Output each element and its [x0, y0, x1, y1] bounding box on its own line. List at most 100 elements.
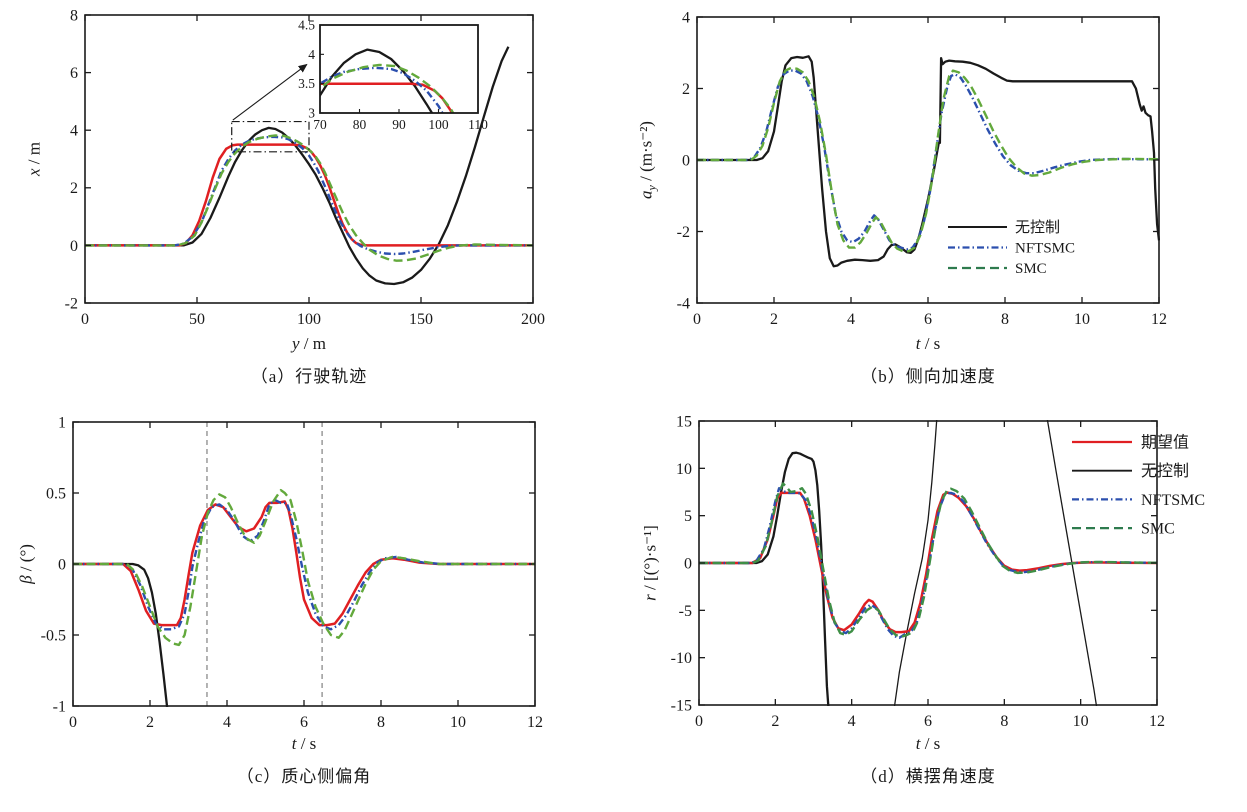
- x-tick-label: 12: [1151, 311, 1167, 328]
- x-tick-label: 6: [924, 713, 932, 730]
- x-tick-label: 50: [189, 311, 205, 328]
- panel-c: 0 2 4 6 8 10 12 -1 -0.5 0 0.5 1: [41, 414, 543, 731]
- xlabel-a-var: y: [292, 334, 300, 353]
- x-tick-label: 100: [297, 311, 321, 328]
- xlabel-b-unit: / s: [920, 334, 941, 353]
- x-tick-label: 8: [1001, 311, 1009, 328]
- inset-y-tick-label: 3.5: [298, 76, 315, 91]
- xlabel-a: y / m: [85, 334, 533, 354]
- y-tick-label: 5: [684, 508, 692, 525]
- y-tick-label: -5: [679, 603, 692, 620]
- x-tick-label: 200: [521, 311, 545, 328]
- curve-nftsmc: [697, 69, 1160, 251]
- y-tick-label: -2: [65, 295, 78, 312]
- xlabel-c-unit: / s: [296, 734, 317, 753]
- y-tick-label: 1: [58, 414, 66, 431]
- y-tick-label: -0.5: [41, 627, 66, 644]
- inset-x-tick-label: 80: [353, 117, 367, 132]
- x-tick-label: 10: [450, 714, 466, 731]
- legend-b: 无控制 NFTSMC SMC: [948, 219, 1075, 277]
- ylabel-d: r / [(°)·s⁻¹]: [640, 525, 663, 601]
- curve-no_control_3: [1046, 420, 1098, 706]
- x-tick-label: 12: [527, 714, 543, 731]
- legend-item-label: 无控制: [1015, 219, 1060, 236]
- legend-item-label: NFTSMC: [1015, 241, 1075, 257]
- ylabel-d-unit: / [(°)·s⁻¹]: [640, 525, 660, 595]
- xlabel-d: t / s: [699, 734, 1157, 754]
- x-tick-label: 8: [1000, 713, 1008, 730]
- x-tick-label: 4: [223, 714, 231, 731]
- x-tick-label: 10: [1074, 311, 1090, 328]
- x-tick-label: 150: [409, 311, 433, 328]
- y-tick-label: -1: [53, 698, 66, 715]
- x-tick-label: 4: [848, 713, 856, 730]
- panel-b: 0 2 4 6 8 10 12 -4 -2 0 2 4 无控制 NFTSMC SMC: [677, 9, 1167, 328]
- curve-smc: [73, 489, 535, 647]
- x-tick-label: 0: [693, 311, 701, 328]
- ylabel-c: β / (°): [16, 544, 39, 584]
- curve-desired: [320, 82, 454, 113]
- y-tick-label: 0: [58, 556, 66, 573]
- curve-no_control: [699, 451, 830, 706]
- inset-y-tick-label: 4.5: [298, 18, 315, 33]
- caption-c: （c）质心侧偏角: [236, 767, 372, 786]
- xlabel-c-var: t: [291, 734, 297, 753]
- y-tick-label: 2: [682, 81, 690, 98]
- x-tick-label: 2: [771, 713, 779, 730]
- curve-smc: [85, 134, 534, 262]
- inset-plot: [320, 48, 455, 113]
- legend-item-label: NFTSMC: [1141, 492, 1205, 509]
- x-tick-label: 2: [146, 714, 154, 731]
- y-tick-label: 0.5: [46, 485, 66, 502]
- legend-item-label: SMC: [1015, 261, 1047, 277]
- legend-item-label: 期望值: [1141, 433, 1189, 451]
- inset-x-tick-label: 70: [313, 117, 327, 132]
- x-tick-label: 6: [924, 311, 932, 328]
- ylabel-c-unit: / (°): [16, 544, 36, 576]
- xlabel-d-unit: / s: [920, 734, 941, 753]
- y-tick-label: 10: [676, 461, 692, 478]
- y-tick-label: -10: [671, 650, 692, 667]
- x-tick-label: 0: [695, 713, 703, 730]
- curve-desired: [85, 143, 533, 247]
- y-tick-label: 0: [682, 152, 690, 169]
- y-tick-label: -15: [671, 697, 692, 714]
- curve-no_control: [85, 46, 510, 286]
- y-tick-label: 8: [70, 7, 78, 24]
- inset-x-tick-label: 90: [392, 117, 406, 132]
- x-tick-label: 12: [1149, 713, 1165, 730]
- curve-smc: [699, 482, 1158, 638]
- ylabel-b: ay / (m·s⁻²): [636, 121, 659, 199]
- caption-a: （a）行驶轨迹: [250, 367, 368, 386]
- curve-desired: [699, 491, 1158, 634]
- curve-no_control: [73, 562, 169, 707]
- x-tick-label: 2: [770, 311, 778, 328]
- x-tick-label: 10: [1073, 713, 1089, 730]
- ylabel-d-var: r: [640, 594, 660, 601]
- x-tick-label: 6: [300, 714, 308, 731]
- legend-item-label: SMC: [1141, 521, 1175, 538]
- ylabel-a: x / m: [24, 142, 47, 176]
- zoom-region-rect: [231, 120, 310, 153]
- ylabel-b-unit: / (m·s⁻²): [636, 121, 656, 186]
- y-tick-label: -2: [677, 224, 690, 241]
- y-tick-label: 2: [70, 180, 78, 197]
- ylabel-b-sub: y: [644, 185, 659, 191]
- xlabel-b-var: t: [915, 334, 921, 353]
- ylabel-b-var: a: [636, 190, 656, 199]
- inset-y-tick-label: 3: [308, 106, 315, 121]
- ylabel-a-var: x: [24, 168, 44, 176]
- inset-y-tick-label: 4: [308, 47, 315, 62]
- curve-no_control_2: [893, 420, 938, 706]
- y-tick-label: 0: [70, 238, 78, 255]
- zoom-arrow: [232, 63, 308, 121]
- xlabel-b: t / s: [697, 334, 1159, 354]
- y-tick-label: 15: [676, 413, 692, 430]
- x-tick-label: 8: [377, 714, 385, 731]
- curve-smc: [697, 66, 1160, 253]
